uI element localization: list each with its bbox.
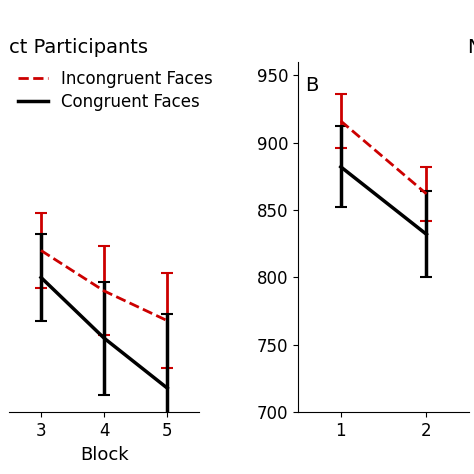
X-axis label: Block: Block [80,446,128,464]
Text: ct Participants: ct Participants [9,38,148,57]
Legend: Incongruent Faces, Congruent Faces: Incongruent Faces, Congruent Faces [11,64,219,118]
Text: No-Tru: No-Tru [467,38,474,57]
Text: B: B [305,76,318,95]
